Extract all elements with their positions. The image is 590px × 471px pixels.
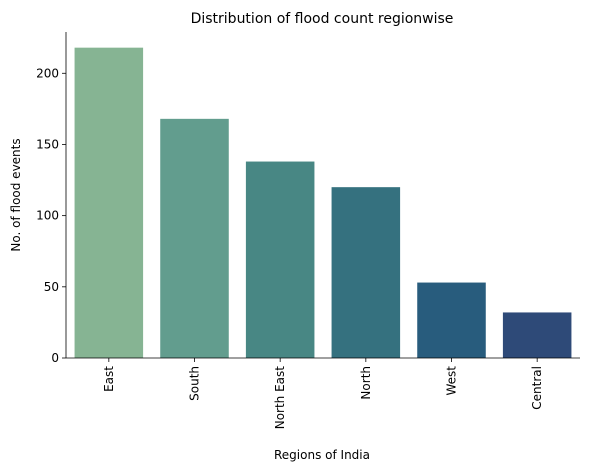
x-tick-label: West	[445, 366, 459, 396]
x-axis: East South North East North West Central	[66, 357, 580, 430]
bar-west	[417, 282, 486, 358]
bar-north-east	[245, 161, 315, 358]
x-tick-label: North	[359, 366, 373, 400]
bar-east	[74, 47, 144, 358]
bars-group	[74, 47, 572, 358]
y-axis-label: No. of flood events	[9, 138, 23, 251]
y-axis: 0 50 100 150 200	[36, 32, 67, 365]
y-tick-label: 50	[44, 280, 59, 294]
bar-south	[160, 118, 229, 358]
x-tick-label: South	[188, 366, 202, 401]
y-tick-label: 200	[36, 66, 59, 80]
y-tick-label: 0	[51, 351, 59, 365]
x-tick-label: East	[102, 366, 116, 392]
y-tick-label: 150	[36, 137, 59, 151]
x-axis-label: Regions of India	[274, 448, 370, 462]
x-tick-label: Central	[530, 366, 544, 410]
x-tick-label: North East	[273, 366, 287, 430]
y-tick-label: 100	[36, 209, 59, 223]
bar-central	[502, 312, 572, 358]
bar-north	[331, 187, 401, 358]
chart-title: Distribution of flood count regionwise	[191, 11, 454, 27]
